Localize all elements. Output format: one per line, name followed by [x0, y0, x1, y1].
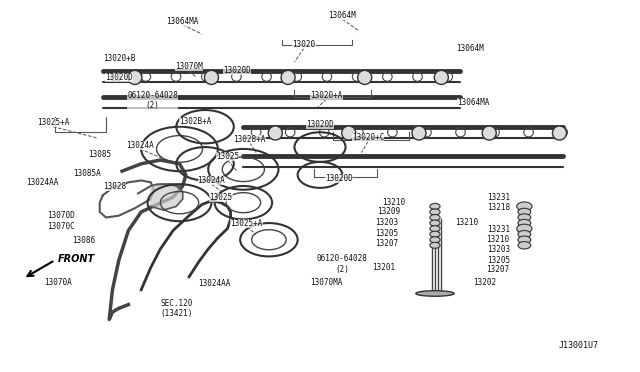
Circle shape — [518, 208, 531, 216]
Text: SEC.120
(13421): SEC.120 (13421) — [160, 299, 193, 318]
Text: 13064MA: 13064MA — [457, 98, 490, 107]
Ellipse shape — [128, 70, 142, 84]
Text: 13210: 13210 — [382, 198, 405, 207]
Text: 13231: 13231 — [487, 193, 510, 202]
Text: 13218: 13218 — [487, 203, 510, 212]
Circle shape — [518, 219, 531, 227]
Text: 13205: 13205 — [376, 229, 399, 238]
Text: 13070M: 13070M — [175, 62, 203, 71]
Text: 13085A: 13085A — [73, 169, 100, 177]
Text: 13203: 13203 — [376, 218, 399, 227]
Ellipse shape — [552, 126, 566, 140]
Circle shape — [518, 214, 531, 221]
Text: 13025+A: 13025+A — [37, 119, 69, 128]
Circle shape — [430, 215, 440, 221]
Text: 13207: 13207 — [376, 239, 399, 248]
Text: 13085: 13085 — [88, 150, 111, 159]
Text: 13203: 13203 — [487, 245, 510, 254]
Text: FRONT: FRONT — [58, 254, 95, 264]
Text: 13020D: 13020D — [105, 73, 132, 82]
Text: 13064M: 13064M — [328, 11, 356, 20]
Ellipse shape — [435, 70, 449, 84]
Text: 13028+A: 13028+A — [234, 135, 266, 144]
Text: 13086: 13086 — [72, 236, 95, 246]
Text: 13020D: 13020D — [306, 121, 334, 129]
Circle shape — [518, 231, 531, 238]
Text: 13020+B: 13020+B — [102, 54, 135, 62]
Text: 06120-64028
(2): 06120-64028 (2) — [127, 91, 178, 110]
Circle shape — [430, 237, 440, 243]
Text: 13024A: 13024A — [126, 141, 154, 150]
Text: 13024AA: 13024AA — [198, 279, 231, 288]
Text: 13020D: 13020D — [223, 66, 251, 75]
Text: 13207: 13207 — [486, 265, 509, 274]
Circle shape — [430, 220, 440, 226]
Circle shape — [518, 236, 531, 243]
Text: 13025+A: 13025+A — [230, 219, 263, 228]
Text: 13070MA: 13070MA — [310, 278, 342, 287]
Text: 13020+A: 13020+A — [310, 91, 342, 100]
Text: 13064M: 13064M — [456, 44, 484, 53]
Text: 13070D: 13070D — [47, 211, 76, 220]
Ellipse shape — [416, 291, 454, 296]
Polygon shape — [151, 184, 182, 210]
Ellipse shape — [281, 70, 295, 84]
Text: 1302B+A: 1302B+A — [179, 117, 212, 126]
Ellipse shape — [358, 70, 372, 84]
Text: 13020: 13020 — [292, 40, 316, 49]
Circle shape — [430, 231, 440, 237]
Text: 13070A: 13070A — [44, 278, 72, 287]
Text: 13025: 13025 — [209, 193, 232, 202]
Text: 13201: 13201 — [372, 263, 396, 272]
Ellipse shape — [268, 126, 282, 140]
Text: 13025: 13025 — [216, 152, 239, 161]
Text: 13205: 13205 — [487, 256, 510, 264]
Circle shape — [430, 203, 440, 209]
Text: 13231: 13231 — [487, 225, 510, 234]
Ellipse shape — [482, 126, 496, 140]
Circle shape — [430, 209, 440, 215]
Circle shape — [516, 224, 532, 233]
Text: 13024AA: 13024AA — [26, 178, 58, 187]
Circle shape — [518, 241, 531, 249]
Text: 13028: 13028 — [103, 182, 126, 190]
Circle shape — [430, 226, 440, 232]
Circle shape — [516, 202, 532, 211]
Text: 13064MA: 13064MA — [166, 17, 199, 26]
Text: 13020D: 13020D — [325, 174, 353, 183]
Text: 13202: 13202 — [473, 278, 497, 287]
Text: 13024A: 13024A — [198, 176, 225, 185]
Text: 13210: 13210 — [455, 218, 479, 227]
Text: 13210: 13210 — [486, 235, 509, 244]
Circle shape — [430, 242, 440, 248]
Text: 13070C: 13070C — [47, 222, 76, 231]
Ellipse shape — [204, 70, 218, 84]
Text: 13020+C: 13020+C — [352, 133, 384, 142]
Ellipse shape — [412, 126, 426, 140]
Text: J13001U7: J13001U7 — [559, 341, 598, 350]
Ellipse shape — [342, 126, 356, 140]
Text: 13209: 13209 — [378, 207, 401, 216]
Text: 06120-64028
(2): 06120-64028 (2) — [317, 254, 368, 273]
